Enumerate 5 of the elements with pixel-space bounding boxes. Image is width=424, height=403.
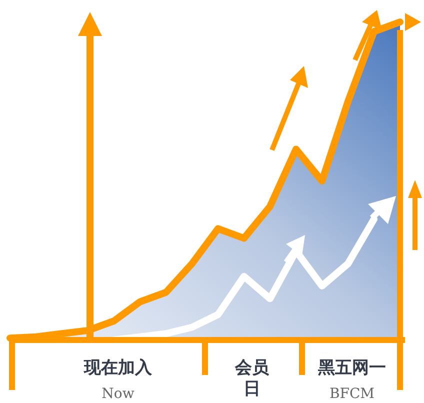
text: 会员日: [234, 358, 270, 399]
text: Now: [102, 386, 134, 402]
text: 现在加入: [83, 358, 153, 378]
text: BFCM: [329, 386, 375, 402]
text: 黑五网一: [317, 358, 386, 378]
